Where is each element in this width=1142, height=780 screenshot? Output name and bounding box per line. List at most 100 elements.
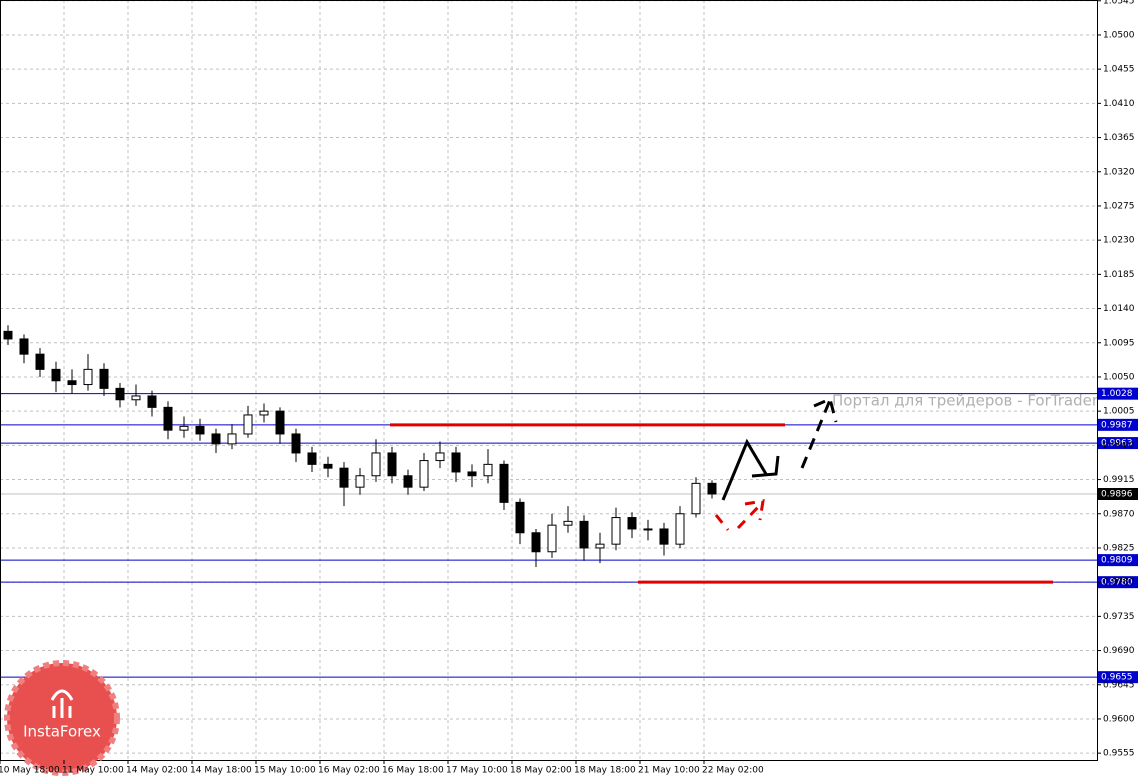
x-tick-label: 14 May 18:00 [190, 766, 252, 776]
candle-body [595, 543, 605, 549]
candle-body [259, 410, 269, 416]
candle-body [659, 528, 669, 545]
y-tick-label: 0.9780 [1103, 578, 1135, 588]
candle-body [163, 406, 173, 431]
y-tick-label: 1.0500 [1103, 30, 1135, 40]
candle-body [643, 528, 653, 531]
level-label: 0.9809 [1101, 556, 1133, 566]
candle-body [51, 368, 61, 382]
y-tick-label: 1.0275 [1103, 201, 1135, 211]
forecast-arrows [714, 396, 838, 531]
level-label-box [1098, 418, 1138, 431]
current-price-box [1098, 488, 1138, 500]
y-tick-label: 1.0320 [1103, 167, 1135, 177]
arrow-dashed [800, 396, 838, 469]
arrow-solid [721, 438, 780, 501]
candle-body [579, 520, 589, 549]
candle-body [67, 380, 77, 386]
candle-body [35, 353, 45, 370]
level-label: 0.9963 [1101, 439, 1133, 449]
y-tick-label: 1.0185 [1103, 270, 1135, 280]
x-tick-label: 16 May 02:00 [318, 766, 380, 776]
candle-body [355, 475, 365, 488]
level-label: 0.9987 [1101, 420, 1133, 430]
y-tick-label: 1.0230 [1103, 236, 1135, 246]
y-tick-label: 1.0005 [1103, 407, 1135, 417]
current-price-label: 0.9896 [1101, 490, 1133, 500]
candle-body [99, 368, 109, 389]
candle-body [547, 524, 557, 553]
plot-border [0, 0, 1098, 761]
y-tick-label: 1.0050 [1103, 372, 1135, 382]
candle-body [195, 425, 205, 435]
candle-body [435, 452, 445, 462]
candle-body [499, 463, 509, 503]
level-label-box [1098, 671, 1138, 684]
candle-body [19, 338, 29, 355]
x-tick-label: 18 May 02:00 [510, 766, 572, 776]
candle-body [707, 482, 717, 495]
candle-body [227, 433, 237, 445]
candle-body [515, 501, 525, 534]
candle-body [3, 330, 13, 340]
y-tick-label: 0.9825 [1103, 543, 1135, 553]
level-label-box [1098, 387, 1138, 400]
y-tick-label: 1.0095 [1103, 338, 1135, 348]
arrow-red [714, 499, 765, 531]
y-tick-label: 0.9690 [1103, 646, 1135, 656]
y-tick-label: 0.9870 [1103, 509, 1135, 519]
candle-body [467, 471, 477, 477]
x-tick-label: 21 May 10:00 [638, 766, 700, 776]
candle-body [403, 475, 413, 488]
x-tick-label: 16 May 18:00 [382, 766, 444, 776]
candle-body [531, 532, 541, 553]
candle-body [339, 467, 349, 488]
candle-body [131, 395, 141, 401]
logo: InstaForex [4, 660, 120, 776]
y-tick-label: 0.9645 [1103, 680, 1135, 690]
level-label-box [1098, 437, 1138, 450]
y-tick-label: 0.9960 [1103, 441, 1135, 451]
candle-body [291, 433, 301, 454]
logo-text: InstaForex [23, 723, 101, 741]
x-tick-label: 14 May 02:00 [126, 766, 188, 776]
x-tick-label: 11 May 10:00 [62, 766, 124, 776]
candle-body [611, 517, 621, 545]
plot-area: Портал для трейдеров - ForTrader [0, 0, 1099, 760]
candle-body [147, 395, 157, 408]
level-label: 0.9780 [1101, 578, 1133, 588]
x-tick-label: 17 May 10:00 [446, 766, 508, 776]
x-tick-label: 18 May 18:00 [574, 766, 636, 776]
y-tick-label: 0.9600 [1103, 714, 1135, 724]
level-label: 0.9655 [1101, 673, 1133, 683]
y-tick-label: 1.0545 [1103, 0, 1135, 6]
level-label: 1.0028 [1101, 389, 1133, 399]
x-tick-label: 10 May 18:00 [0, 766, 60, 776]
y-tick-label: 0.9735 [1103, 612, 1135, 622]
candle-body [387, 452, 397, 477]
candle-body [563, 520, 573, 526]
x-tick-label: 15 May 10:00 [254, 766, 316, 776]
candle-body [211, 433, 221, 445]
candle-body [83, 368, 93, 386]
candle-body [323, 463, 333, 469]
y-tick-label: 1.0140 [1103, 304, 1135, 314]
candle-body [371, 452, 381, 477]
candle-body [451, 452, 461, 473]
candle-body [483, 463, 493, 477]
candle-body [275, 410, 285, 435]
y-tick-label: 1.0410 [1103, 99, 1135, 109]
level-label-box [1098, 554, 1138, 567]
candle-body [243, 414, 253, 435]
x-tick-label: 22 May 02:00 [702, 766, 764, 776]
candle-body [179, 425, 189, 431]
candle-body [115, 387, 125, 401]
watermark: Портал для трейдеров - ForTrader [832, 392, 1099, 410]
y-tick-label: 1.0365 [1103, 133, 1135, 143]
logo-icon [50, 689, 74, 718]
level-label-box [1098, 576, 1138, 589]
candle-body [307, 452, 317, 465]
y-tick-label: 1.0455 [1103, 65, 1135, 75]
